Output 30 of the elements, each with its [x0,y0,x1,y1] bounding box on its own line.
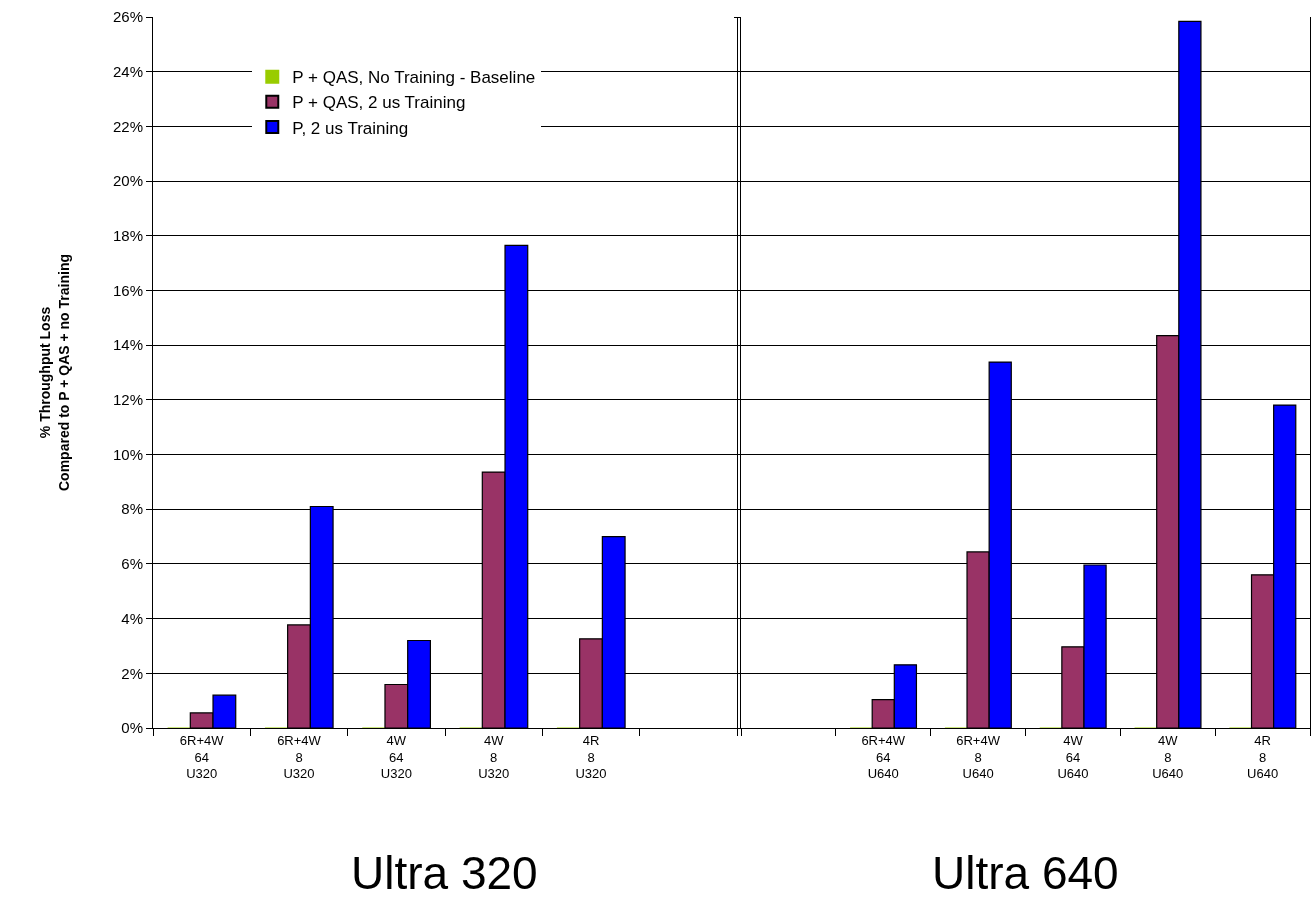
x-tick-label: 6R+4W 8 U320 [277,732,322,782]
text: Ultra 320 [351,847,538,899]
x-tick-label: 4W 64 U320 [380,732,412,782]
y-tick-label: 22% [112,117,143,135]
y-axis-title: % Throughput Loss Compared to P + QAS + no Training [37,253,72,492]
y-tick-label: 20% [112,172,143,190]
y-tick-label: 4% [121,609,143,627]
y-tick-label: 0% [121,719,143,737]
x-tick-label: 6R+4W 64 U320 [179,732,225,782]
y-tick-label: 10% [112,445,143,463]
legend-label: P + QAS, 2 us Training [292,93,466,113]
y-tick-label: 18% [112,227,143,245]
y-tick-label: 12% [112,391,143,409]
y-tick-label: 26% [112,8,143,26]
y-tick-label: 2% [121,664,143,682]
x-tick-label: 6R+4W 8 U640 [956,732,1001,782]
y-tick-label: 16% [112,281,143,299]
y-tick-label: 14% [112,336,143,354]
x-tick-label: 6R+4W 64 U640 [861,732,906,782]
x-tick-label: 4R 8 U320 [575,732,607,782]
y-tick-label: 6% [121,555,143,573]
legend-label: P, 2 us Training [292,118,409,138]
legend-label: P + QAS, No Training - Baseline [292,68,536,88]
x-tick-label: 4R 8 U640 [1247,732,1279,782]
x-tick-label: 4W 8 U640 [1152,732,1184,782]
x-tick-label: 4W 8 U320 [478,732,510,782]
y-tick-label: 8% [121,500,143,518]
y-tick-label: 24% [112,62,143,80]
text: Ultra 640 [932,847,1119,899]
x-tick-label: 4W 64 U640 [1057,732,1089,782]
